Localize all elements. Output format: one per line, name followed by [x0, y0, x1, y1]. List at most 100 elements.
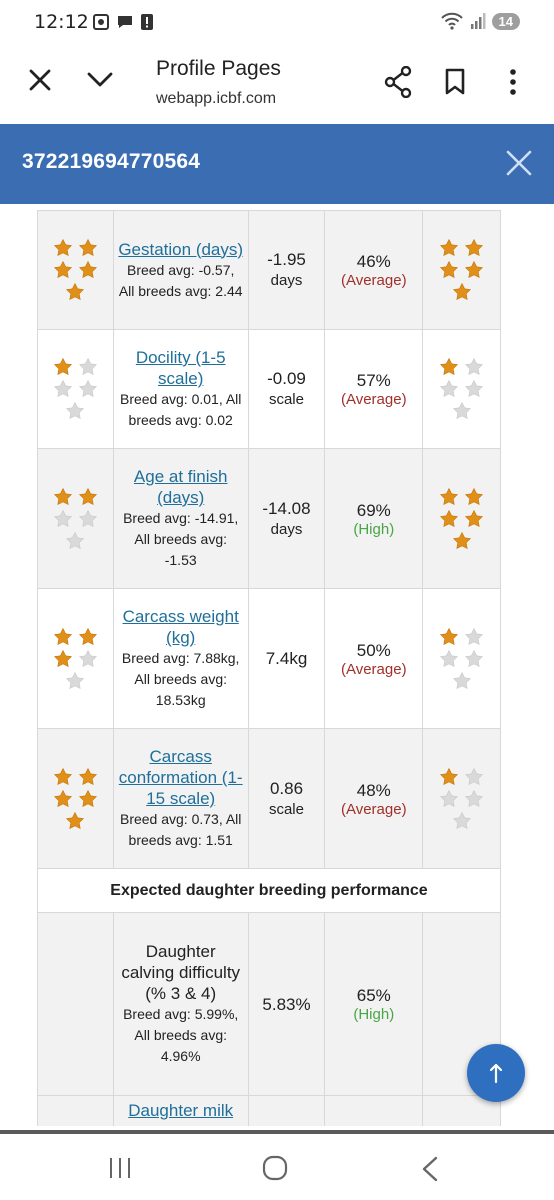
- stars-left-cell: [37, 448, 114, 589]
- trait-value: -1.95: [267, 250, 306, 269]
- star-icon: [78, 260, 97, 279]
- chevron-down-icon[interactable]: [86, 70, 114, 90]
- home-icon[interactable]: [262, 1155, 288, 1181]
- trait-cell: Carcass weight (kg) Breed avg: 7.88kg, Al…: [112, 588, 249, 729]
- star-rating-right: [438, 767, 485, 831]
- more-menu-icon[interactable]: [508, 68, 518, 96]
- star-icon: [440, 260, 459, 279]
- trait-row: Daughter calving difficulty (% 3 & 4) Bre…: [37, 912, 501, 1096]
- trait-cell: Docility (1-5 scale) Breed avg: 0.01, All…: [112, 329, 249, 449]
- arrow-up-icon: [489, 1063, 503, 1084]
- star-icon: [465, 379, 484, 398]
- trait-name[interactable]: Daughter milk: [128, 1101, 234, 1120]
- modal-content[interactable]: Gestation (days) Breed avg: -0.57, All br…: [0, 204, 554, 1126]
- stars-left-cell: [37, 210, 114, 330]
- trait-row: Daughter milk: [37, 1095, 501, 1126]
- alert-icon: [141, 14, 153, 30]
- modal-header: 372219694770564: [0, 124, 554, 204]
- scroll-top-button[interactable]: [467, 1044, 525, 1102]
- star-icon: [465, 487, 484, 505]
- reliability-label: (Average): [340, 660, 407, 678]
- trait-name[interactable]: Docility (1-5 scale): [135, 348, 226, 388]
- star-icon: [53, 767, 72, 785]
- trait-value: 5.83%: [262, 994, 311, 1014]
- reliability-cell: 50% (Average): [324, 588, 424, 729]
- trait-cell: Daughter calving difficulty (% 3 & 4) Bre…: [112, 912, 249, 1096]
- star-rating-left: [52, 238, 99, 302]
- star-icon: [78, 789, 97, 807]
- section-header-row: Expected daughter breeding performance: [37, 868, 501, 913]
- star-icon: [78, 238, 97, 257]
- star-icon: [78, 357, 97, 376]
- trait-name[interactable]: Gestation (days): [118, 239, 244, 259]
- trait-name[interactable]: Carcass weight (kg): [122, 607, 239, 647]
- chat-icon: [118, 16, 132, 28]
- stars-left-cell: [37, 588, 114, 729]
- reliability-label: (Average): [340, 800, 407, 818]
- star-icon: [465, 627, 484, 645]
- stars-left-cell: [37, 728, 114, 869]
- star-icon: [53, 379, 72, 398]
- share-icon[interactable]: [384, 66, 412, 98]
- trait-value: 7.4kg: [265, 649, 308, 668]
- system-icons: 14: [440, 12, 520, 30]
- star-icon: [440, 649, 459, 667]
- trait-averages: Breed avg: 5.99%, All breeds avg: 4.96%: [123, 1006, 239, 1064]
- star-icon: [78, 627, 97, 645]
- star-icon: [66, 282, 85, 301]
- trait-averages: Breed avg: 0.01, All breeds avg: 0.02: [119, 391, 242, 428]
- trait-row: Carcass conformation (1-15 scale) Breed a…: [37, 728, 501, 869]
- trait-unit: scale: [268, 391, 304, 408]
- reliability-label: (Average): [340, 391, 407, 408]
- star-icon: [53, 487, 72, 505]
- trait-cell: Gestation (days) Breed avg: -0.57, All br…: [112, 210, 249, 330]
- trait-value: -0.09: [267, 369, 306, 388]
- trait-cell: Carcass conformation (1-15 scale) Breed a…: [112, 728, 249, 869]
- star-icon: [465, 767, 484, 785]
- star-rating-left: [52, 487, 99, 551]
- star-icon: [66, 531, 85, 549]
- bookmark-icon[interactable]: [444, 68, 466, 96]
- star-icon: [78, 509, 97, 527]
- value-cell: 7.4kg: [247, 588, 326, 729]
- recent-apps-icon[interactable]: [108, 1156, 132, 1180]
- star-icon: [465, 260, 484, 279]
- star-icon: [53, 789, 72, 807]
- reliability-cell: [324, 1095, 424, 1126]
- browser-toolbar: Profile Pages webapp.icbf.com: [0, 44, 554, 124]
- star-icon: [452, 282, 471, 301]
- star-icon: [465, 357, 484, 376]
- trait-unit: days: [270, 272, 303, 289]
- reliability-cell: 65% (High): [324, 912, 424, 1096]
- star-icon: [452, 811, 471, 829]
- modal-close-icon[interactable]: [505, 149, 533, 177]
- trait-averages: Breed avg: 0.73, All breeds avg: 1.51: [119, 811, 242, 848]
- close-icon[interactable]: [28, 68, 52, 92]
- star-icon: [452, 671, 471, 689]
- star-icon: [53, 260, 72, 279]
- trait-averages: Breed avg: 7.88kg, All breeds avg: 18.53…: [121, 650, 240, 708]
- star-icon: [465, 238, 484, 257]
- reliability-label: (High): [353, 520, 395, 538]
- reliability-value: 50%: [356, 640, 391, 660]
- system-nav-bar: [0, 1130, 554, 1200]
- stars-right-cell: [422, 588, 501, 729]
- star-rating-left: [52, 767, 99, 831]
- trait-cell: Age at finish (days) Breed avg: -14.91, A…: [112, 448, 249, 589]
- star-rating-right: [438, 627, 485, 691]
- trait-row: Age at finish (days) Breed avg: -14.91, A…: [37, 448, 501, 589]
- trait-value: -14.08: [262, 498, 311, 518]
- reliability-value: 57%: [356, 371, 391, 390]
- star-icon: [53, 357, 72, 376]
- trait-cell: Daughter milk: [112, 1095, 249, 1126]
- star-icon: [440, 357, 459, 376]
- reliability-value: 46%: [356, 252, 391, 271]
- star-icon: [66, 671, 85, 689]
- value-cell: 0.86 scale: [247, 728, 326, 869]
- animal-id-title: 372219694770564: [22, 150, 201, 173]
- star-rating-right: [438, 357, 485, 421]
- star-icon: [465, 649, 484, 667]
- trait-name[interactable]: Age at finish (days): [133, 467, 228, 507]
- trait-name[interactable]: Carcass conformation (1-15 scale): [118, 747, 243, 808]
- back-icon[interactable]: [420, 1156, 440, 1182]
